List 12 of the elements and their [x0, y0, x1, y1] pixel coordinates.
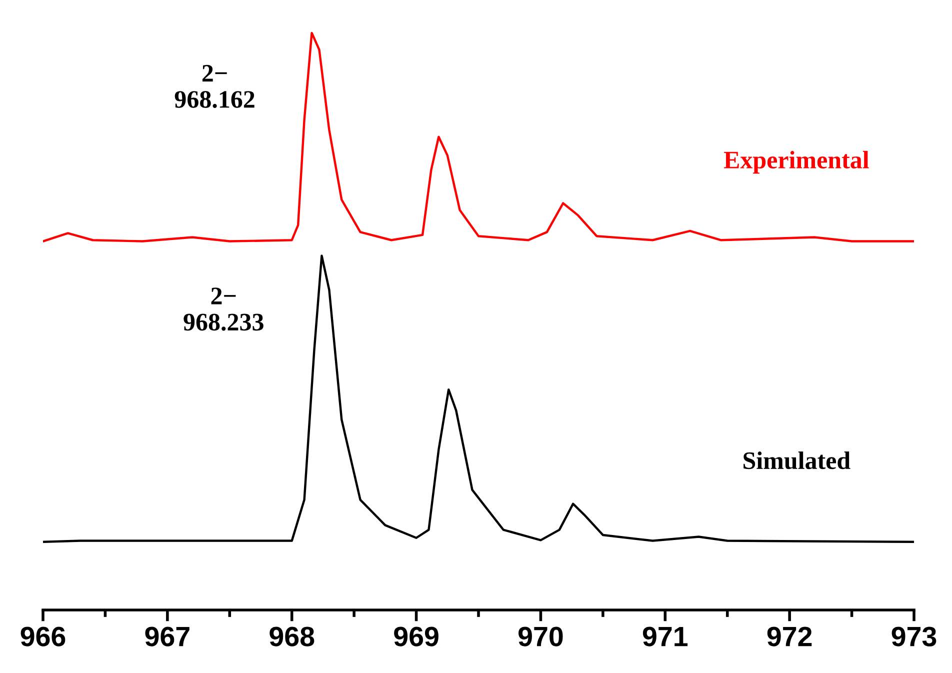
annotation: 2− 968.162: [174, 64, 254, 108]
x-tick-label: 971: [642, 626, 688, 646]
text: Experimental: [724, 150, 869, 174]
x-tick-label: 972: [767, 626, 812, 646]
x-tick-label: 968: [270, 626, 314, 646]
x-tick-label: 966: [20, 626, 66, 646]
x-tick-label: 969: [394, 626, 438, 646]
x-tick-label: 967: [145, 626, 190, 646]
text: Simulated: [744, 452, 850, 470]
annotation: 2− 968.233: [184, 288, 264, 331]
x-tick-label: 973: [892, 626, 936, 646]
x-tick-label: 970: [518, 626, 563, 646]
